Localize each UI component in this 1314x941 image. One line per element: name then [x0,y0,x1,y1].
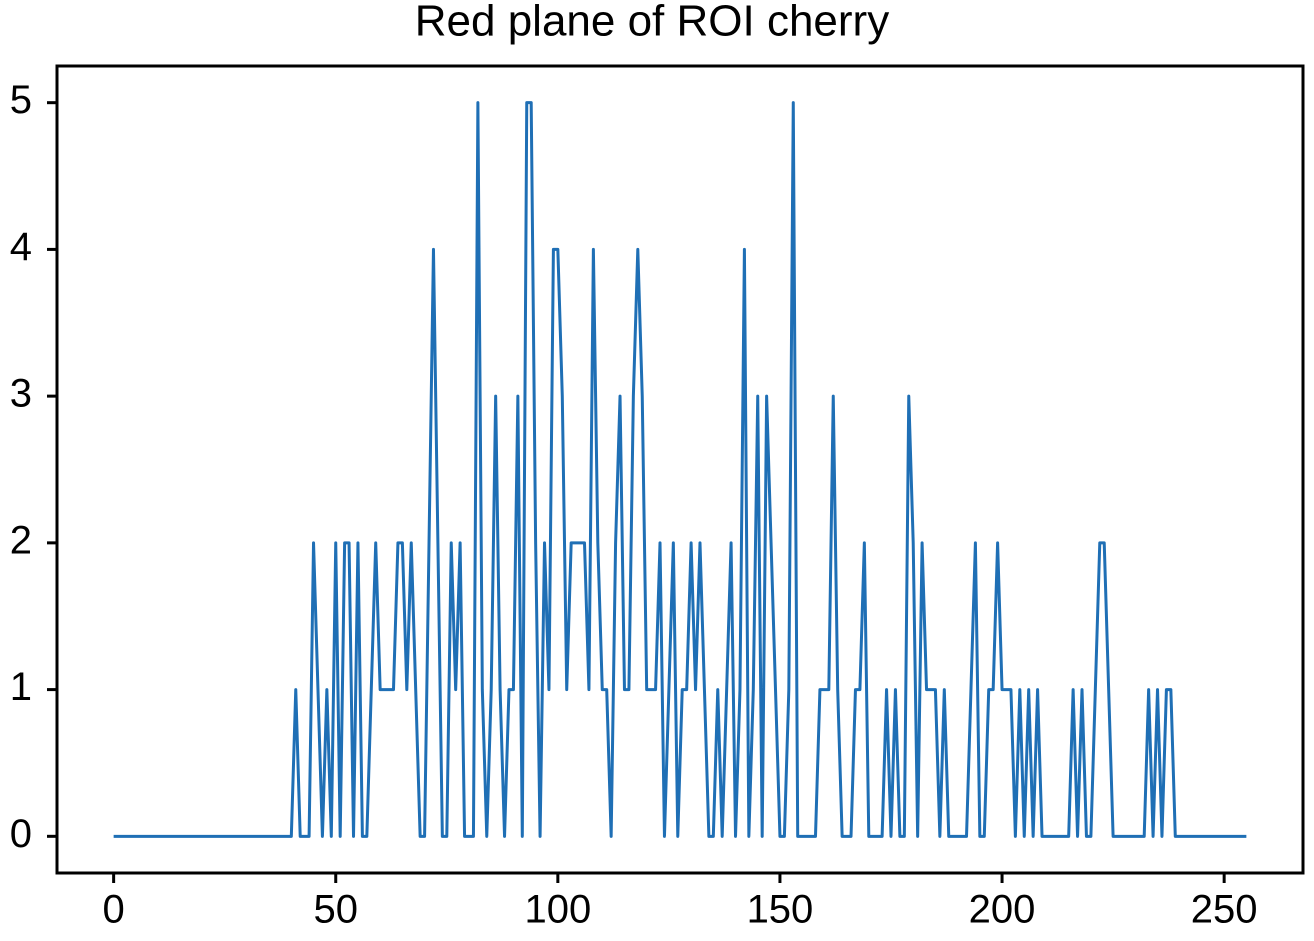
chart-title: Red plane of ROI cherry [415,0,889,46]
plot-frame [55,64,1305,875]
y-tick-label: 1 [10,665,32,709]
data-line [113,101,1247,838]
y-tick-label: 3 [10,372,32,416]
y-tick-label: 0 [10,812,32,856]
x-tick-label: 250 [1191,888,1258,932]
x-tick-label: 150 [747,888,814,932]
y-tick-label: 4 [10,225,32,269]
x-tick-label: 200 [969,888,1036,932]
x-tick-label: 50 [313,888,358,932]
y-tick-label: 5 [10,78,32,122]
y-tick-label: 2 [10,518,32,562]
x-tick-label: 0 [103,888,125,932]
x-tick-label: 100 [524,888,591,932]
